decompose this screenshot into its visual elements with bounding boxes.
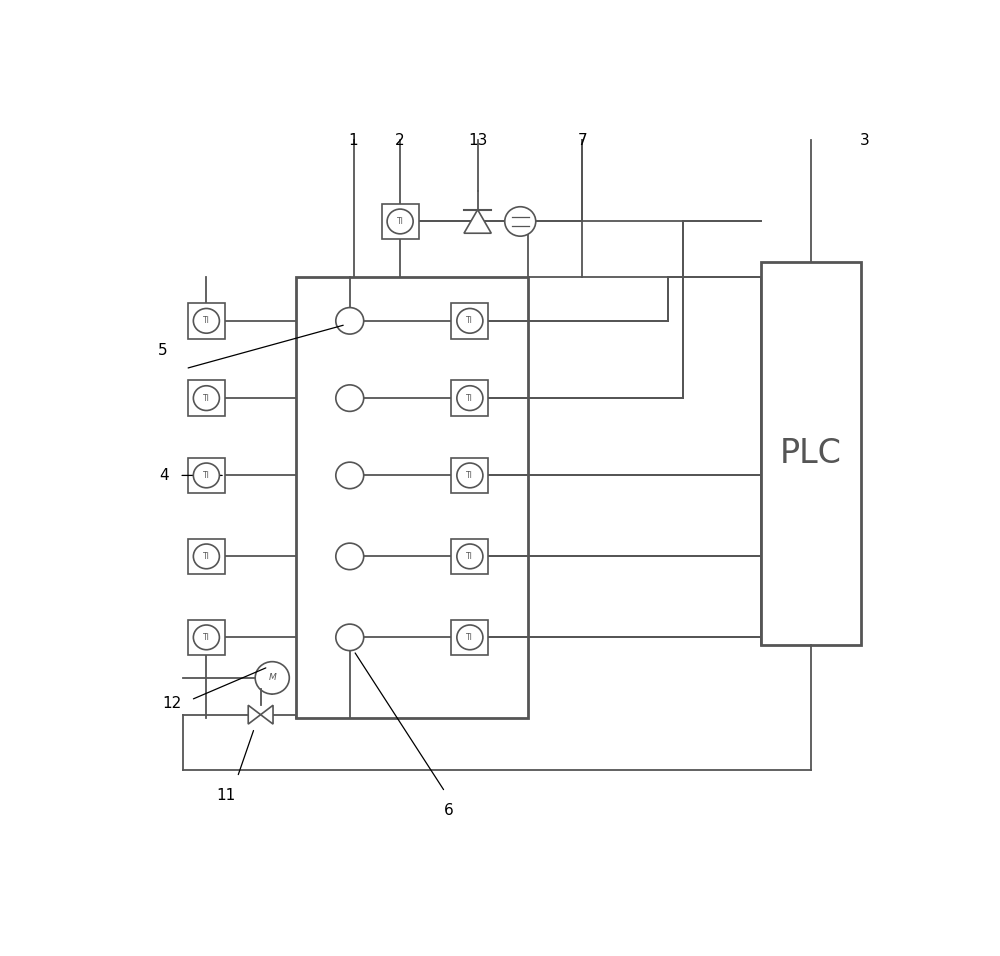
Bar	[188, 539, 225, 574]
Bar	[188, 303, 225, 338]
Text: 12: 12	[162, 696, 181, 711]
Text: TI: TI	[203, 552, 210, 561]
Polygon shape	[248, 706, 261, 724]
Polygon shape	[464, 209, 491, 233]
Text: 1: 1	[349, 133, 358, 148]
Circle shape	[255, 662, 289, 694]
Bar	[188, 458, 225, 493]
Text: 7: 7	[577, 133, 587, 148]
Circle shape	[505, 206, 536, 236]
Circle shape	[193, 544, 219, 569]
Text: TI: TI	[466, 633, 473, 641]
Bar	[451, 619, 488, 655]
Bar	[382, 204, 419, 239]
Circle shape	[336, 624, 364, 651]
Text: TI: TI	[397, 217, 404, 226]
Circle shape	[457, 463, 483, 488]
Circle shape	[193, 386, 219, 410]
Bar	[761, 262, 861, 644]
Text: TI: TI	[466, 471, 473, 480]
Text: 6: 6	[444, 803, 454, 817]
Circle shape	[336, 462, 364, 489]
Polygon shape	[261, 706, 273, 724]
Circle shape	[193, 463, 219, 488]
Text: 4: 4	[159, 467, 169, 483]
Bar	[188, 380, 225, 416]
Text: 2: 2	[395, 133, 405, 148]
Circle shape	[193, 625, 219, 650]
Text: 3: 3	[860, 133, 870, 148]
Bar	[451, 303, 488, 338]
Text: TI: TI	[203, 633, 210, 641]
Circle shape	[387, 209, 413, 234]
Text: TI: TI	[466, 552, 473, 561]
Text: TI: TI	[203, 394, 210, 402]
Text: 13: 13	[468, 133, 487, 148]
Circle shape	[457, 309, 483, 334]
Circle shape	[336, 308, 364, 334]
Circle shape	[457, 386, 483, 410]
Circle shape	[457, 625, 483, 650]
Circle shape	[336, 385, 364, 411]
Text: TI: TI	[203, 316, 210, 325]
Bar	[451, 380, 488, 416]
Bar	[296, 276, 528, 718]
Text: TI: TI	[466, 316, 473, 325]
Circle shape	[193, 309, 219, 334]
Bar	[451, 458, 488, 493]
Text: 11: 11	[216, 788, 235, 803]
Text: TI: TI	[203, 471, 210, 480]
Circle shape	[336, 543, 364, 570]
Bar	[188, 619, 225, 655]
Text: TI: TI	[466, 394, 473, 402]
Text: M: M	[268, 673, 276, 683]
Text: PLC: PLC	[780, 437, 842, 469]
Bar	[451, 539, 488, 574]
Text: 5: 5	[157, 343, 167, 358]
Circle shape	[457, 544, 483, 569]
